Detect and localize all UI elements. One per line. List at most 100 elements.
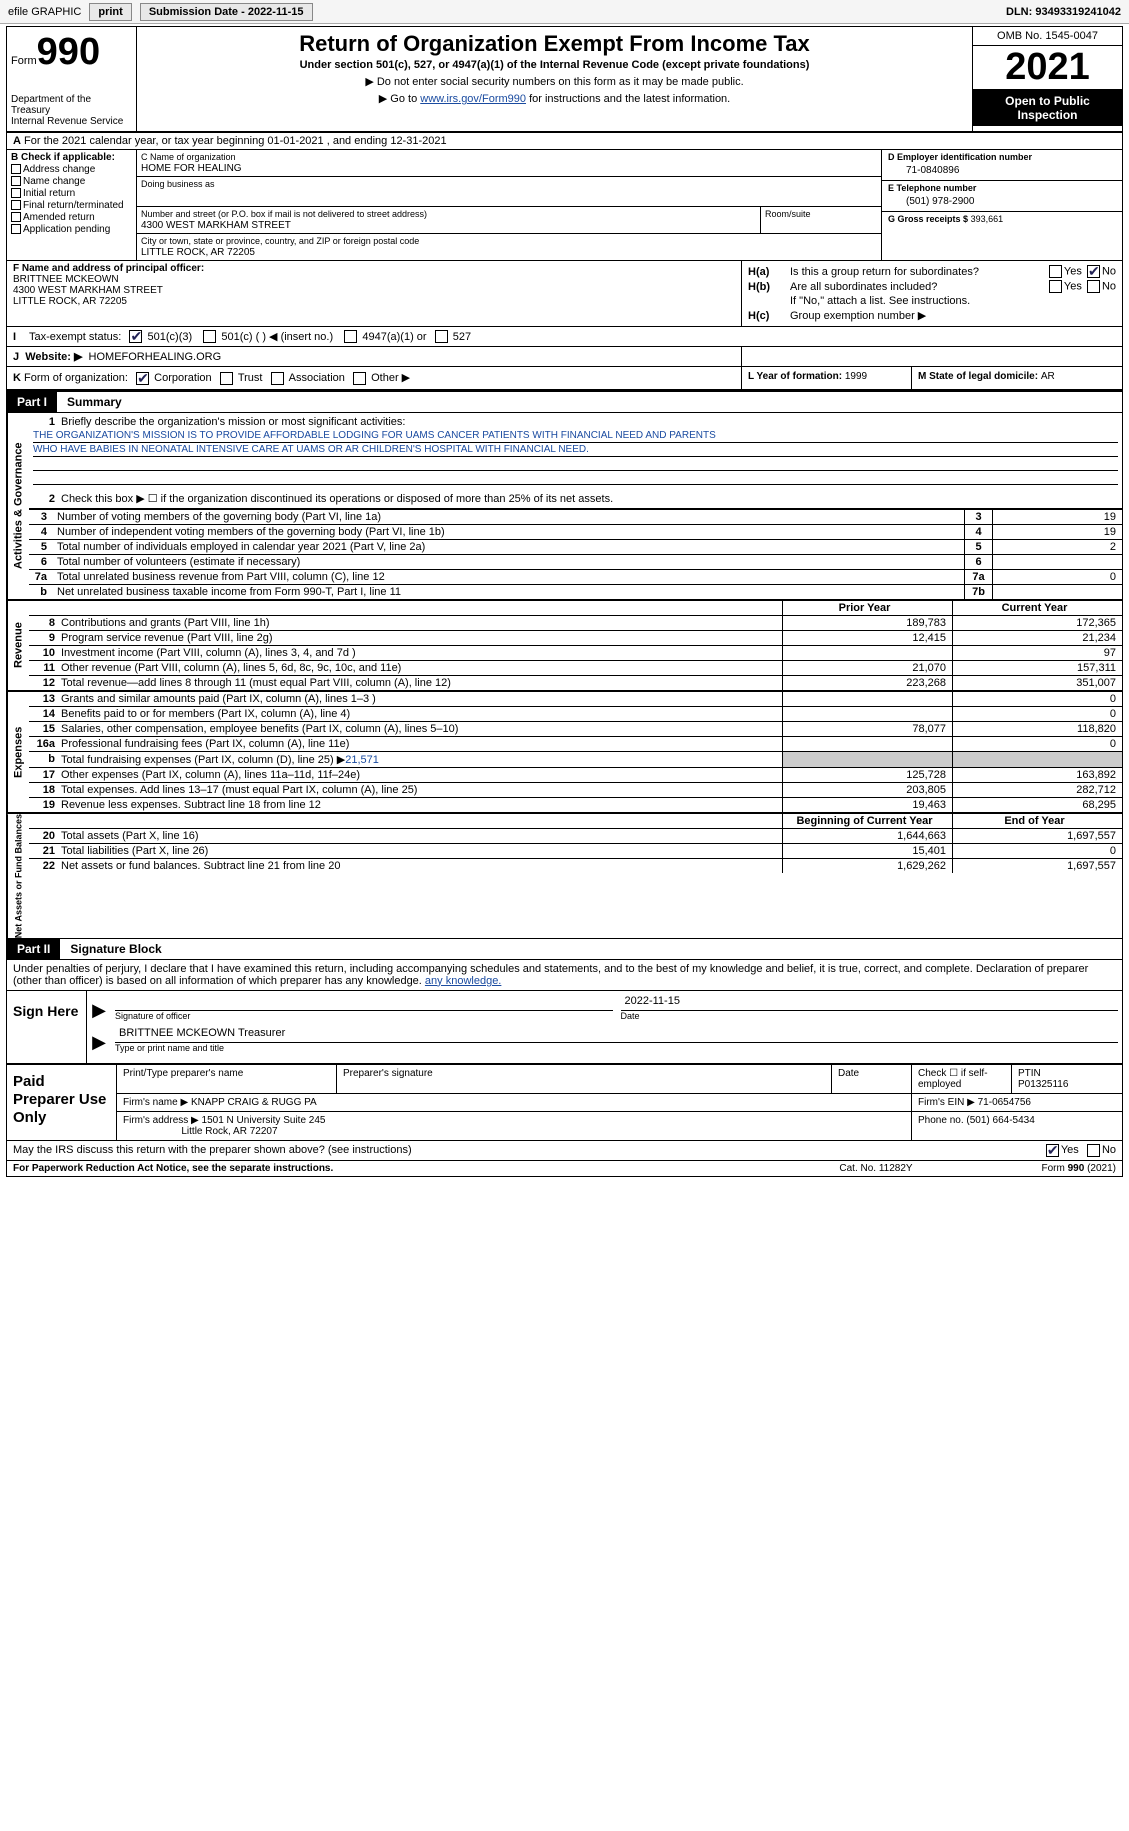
k-other[interactable]: [353, 372, 366, 385]
dba-label: Doing business as: [141, 179, 215, 189]
c-name-label: C Name of organization: [141, 152, 236, 162]
irs-link[interactable]: www.irs.gov/Form990: [420, 93, 526, 105]
header: Form990 Department of the Treasury Inter…: [7, 27, 1122, 133]
part2-header: Part II Signature Block: [7, 938, 1122, 960]
activities-governance: Activities & Governance 1Briefly describ…: [7, 413, 1122, 601]
k-trust[interactable]: [220, 372, 233, 385]
officer-addr2: LITTLE ROCK, AR 72205: [13, 296, 735, 307]
year-formation: 1999: [845, 371, 867, 382]
street-label: Number and street (or P.O. box if mail i…: [141, 209, 427, 219]
officer-name: BRITTNEE MCKEOWN: [13, 274, 735, 285]
discuss-yes[interactable]: [1046, 1144, 1059, 1157]
section-bcd: B Check if applicable: Address change Na…: [7, 150, 1122, 261]
dln: DLN: 93493319241042: [1006, 6, 1121, 18]
col-d: D Employer identification number 71-0840…: [882, 150, 1122, 260]
i-501c[interactable]: [203, 330, 216, 343]
chk-initial[interactable]: [11, 188, 21, 198]
discuss-row: May the IRS discuss this return with the…: [7, 1141, 1122, 1161]
i-4947[interactable]: [344, 330, 357, 343]
section-fh: F Name and address of principal officer:…: [7, 261, 1122, 327]
v5: 2: [992, 540, 1122, 554]
state-domicile: AR: [1041, 371, 1055, 382]
discuss-no[interactable]: [1087, 1144, 1100, 1157]
ptin: P01325116: [1018, 1079, 1068, 1090]
f-label: F Name and address of principal officer:: [13, 263, 735, 274]
ha-yes[interactable]: [1049, 265, 1062, 278]
col-f: F Name and address of principal officer:…: [7, 261, 742, 326]
chk-address[interactable]: [11, 164, 21, 174]
tab-activities: Activities & Governance: [7, 413, 29, 599]
col-c: C Name of organization HOME FOR HEALING …: [137, 150, 882, 260]
arrow-icon: ▶: [91, 995, 107, 1021]
col-h: H(a) Is this a group return for subordin…: [742, 261, 1122, 326]
instruction-1: ▶ Do not enter social security numbers o…: [141, 75, 968, 88]
v3: 19: [992, 510, 1122, 524]
city-label: City or town, state or province, country…: [141, 236, 419, 246]
form-990: Form990 Department of the Treasury Inter…: [6, 26, 1123, 1177]
netassets-section: Net Assets or Fund Balances Beginning of…: [7, 814, 1122, 938]
submission-date: Submission Date - 2022-11-15: [140, 3, 313, 21]
i-527[interactable]: [435, 330, 448, 343]
v7b: [992, 585, 1122, 599]
part1-header: Part I Summary: [7, 391, 1122, 413]
tab-netassets: Net Assets or Fund Balances: [7, 814, 29, 938]
arrow-icon: ▶: [91, 1027, 107, 1053]
form-subtitle: Under section 501(c), 527, or 4947(a)(1)…: [141, 59, 968, 71]
header-right: OMB No. 1545-0047 2021 Open to Public In…: [972, 27, 1122, 131]
gross-label: G Gross receipts $ 393,661: [888, 214, 1003, 224]
v7a: 0: [992, 570, 1122, 584]
omb-number: OMB No. 1545-0047: [973, 27, 1122, 46]
chk-amended[interactable]: [11, 212, 21, 222]
header-left: Form990 Department of the Treasury Inter…: [7, 27, 137, 131]
tab-revenue: Revenue: [7, 601, 29, 690]
sign-here-label: Sign Here: [7, 991, 87, 1063]
website: HOMEFORHEALING.ORG: [89, 351, 222, 363]
tab-expenses: Expenses: [7, 692, 29, 812]
ha-no[interactable]: [1087, 265, 1100, 278]
instruction-2: ▶ Go to www.irs.gov/Form990 for instruct…: [141, 92, 968, 105]
col-b: B Check if applicable: Address change Na…: [7, 150, 137, 260]
form-word: Form: [11, 55, 37, 67]
street: 4300 WEST MARKHAM STREET: [141, 220, 756, 231]
mission-1: THE ORGANIZATION'S MISSION IS TO PROVIDE…: [33, 429, 1118, 443]
form-number: 990: [37, 31, 100, 73]
officer-name-title: BRITTNEE MCKEOWN Treasurer: [115, 1027, 1118, 1043]
sign-here-block: Sign Here ▶ Signature of officer 2022-11…: [7, 991, 1122, 1065]
room-label: Room/suite: [761, 207, 881, 233]
chk-final[interactable]: [11, 200, 21, 210]
firm-name: KNAPP CRAIG & RUGG PA: [191, 1097, 317, 1108]
toolbar: efile GRAPHIC print Submission Date - 20…: [0, 0, 1129, 24]
mission-2: WHO HAVE BABIES IN NEONATAL INTENSIVE CA…: [33, 443, 1118, 457]
phone: (501) 978-2900: [888, 194, 1116, 209]
phone-label: E Telephone number: [888, 183, 976, 193]
i-501c3[interactable]: [129, 330, 142, 343]
tax-year: 2021: [973, 46, 1122, 90]
v6: [992, 555, 1122, 569]
paid-preparer-block: Paid Preparer Use Only Print/Type prepar…: [7, 1065, 1122, 1141]
sig-intro: Under penalties of perjury, I declare th…: [7, 960, 1122, 991]
city: LITTLE ROCK, AR 72205: [141, 247, 877, 258]
gross-receipts: 393,661: [971, 214, 1004, 224]
hb-yes[interactable]: [1049, 280, 1062, 293]
irs-label: Internal Revenue Service: [11, 116, 132, 127]
firm-addr: 1501 N University Suite 245: [202, 1115, 326, 1126]
firm-phone: (501) 664-5434: [966, 1115, 1034, 1126]
any-knowledge-link[interactable]: any knowledge.: [425, 975, 501, 987]
chk-name[interactable]: [11, 176, 21, 186]
b-label: B Check if applicable:: [11, 152, 132, 163]
row-i: I Tax-exempt status: 501(c)(3) 501(c) ( …: [7, 327, 1122, 347]
ein-label: D Employer identification number: [888, 152, 1032, 162]
row-j: J Website: ▶ HOMEFORHEALING.ORG: [7, 347, 1122, 367]
dept-treasury: Department of the Treasury: [11, 94, 132, 116]
open-inspection: Open to Public Inspection: [973, 90, 1122, 126]
efile-label: efile GRAPHIC: [8, 6, 81, 18]
k-corp[interactable]: [136, 372, 149, 385]
hb-no[interactable]: [1087, 280, 1100, 293]
v4: 19: [992, 525, 1122, 539]
row-k: K Form of organization: Corporation Trus…: [7, 367, 1122, 391]
print-button[interactable]: print: [89, 3, 131, 21]
header-mid: Return of Organization Exempt From Incom…: [137, 27, 972, 131]
k-assoc[interactable]: [271, 372, 284, 385]
chk-pending[interactable]: [11, 224, 21, 234]
revenue-section: Revenue Prior YearCurrent Year 8Contribu…: [7, 601, 1122, 692]
